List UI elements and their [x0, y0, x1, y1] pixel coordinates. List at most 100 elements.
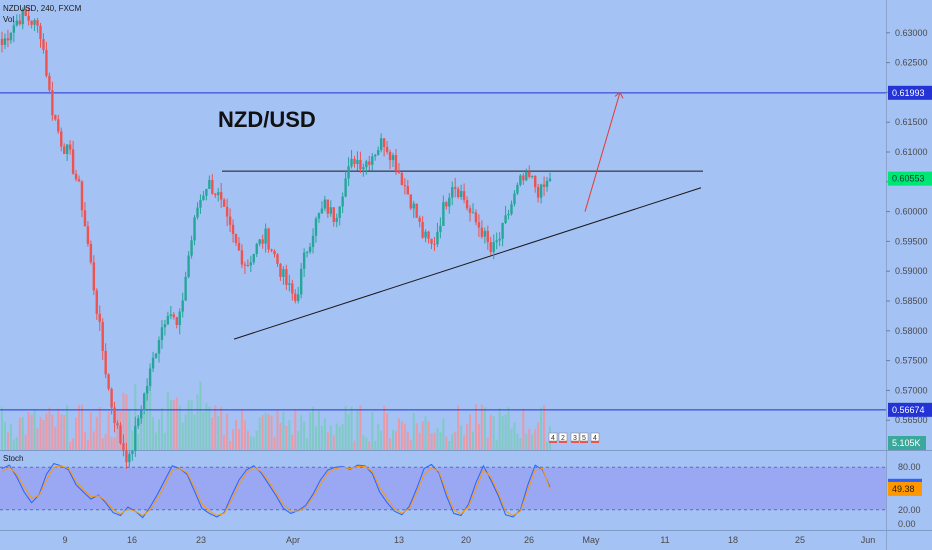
- volume-bar: [297, 430, 300, 450]
- volume-bar: [9, 423, 12, 450]
- candle-body: [522, 175, 525, 181]
- price-axis[interactable]: 0.630000.625000.620000.615000.610000.605…: [886, 28, 932, 529]
- volume-bar: [483, 407, 486, 450]
- candle: [498, 232, 501, 247]
- candle: [137, 415, 140, 430]
- candle-body: [531, 176, 534, 178]
- candle: [273, 249, 276, 258]
- candle: [21, 7, 24, 30]
- candle-body: [92, 262, 96, 291]
- projection-arrow-head: [614, 91, 624, 99]
- candle: [36, 17, 39, 33]
- candle: [196, 202, 199, 220]
- candle: [376, 146, 380, 156]
- candle-body: [477, 222, 481, 228]
- candle-body: [0, 38, 4, 45]
- candle: [362, 163, 365, 177]
- volume-bar: [486, 437, 489, 450]
- candle: [276, 253, 279, 267]
- candle-body: [48, 75, 51, 91]
- candle-body: [359, 159, 362, 170]
- volume-bar: [157, 419, 160, 450]
- candle-body: [350, 158, 353, 167]
- candle: [110, 387, 113, 415]
- candle: [187, 251, 190, 279]
- candle: [222, 198, 226, 207]
- level-price-tag-1: 0.56674: [888, 402, 932, 417]
- candle-body: [172, 314, 176, 318]
- volume-bar: [463, 435, 466, 450]
- candle-body: [270, 249, 273, 251]
- candle: [516, 182, 519, 196]
- volume-bar: [394, 430, 397, 450]
- candle: [415, 203, 418, 218]
- candle: [291, 279, 294, 301]
- candle-body: [116, 423, 119, 426]
- candle: [513, 190, 516, 207]
- candle-body: [122, 443, 125, 451]
- level-price-tag-1-box: [888, 402, 932, 417]
- price-tick-label: 0.63000: [895, 28, 928, 38]
- candle: [246, 259, 250, 267]
- candle-body: [285, 269, 288, 285]
- candle-body: [160, 327, 164, 341]
- volume-bar: [175, 397, 178, 450]
- volume-bar: [193, 414, 196, 450]
- candle: [270, 248, 273, 253]
- price-tick-label: 0.57500: [895, 356, 928, 366]
- candle-body: [54, 115, 57, 120]
- volume-bar: [72, 438, 75, 450]
- volume-bar: [89, 412, 92, 450]
- volume-bar: [80, 404, 83, 450]
- candle-body: [142, 393, 146, 411]
- candle-body: [163, 324, 167, 328]
- candle-body: [498, 238, 501, 241]
- candle: [74, 169, 78, 182]
- event-badge-marker: [591, 441, 599, 443]
- stoch-d-tag-box: [888, 481, 922, 496]
- volume-bar: [181, 422, 184, 450]
- time-axis[interactable]: 9 16 23 Apr 13 20 26 May 11 18 25 Jun: [62, 535, 875, 545]
- volume-bar: [83, 431, 86, 450]
- volume-bar: [291, 435, 294, 450]
- candle: [536, 183, 540, 203]
- candle-body: [74, 173, 78, 180]
- volume-bar: [314, 426, 317, 450]
- candle: [308, 242, 312, 255]
- candle-body: [492, 242, 495, 253]
- last-price-tag: 0.60553: [888, 171, 932, 186]
- candle-body: [169, 314, 173, 316]
- candle-body: [451, 187, 454, 198]
- volume-bar: [495, 439, 498, 450]
- candle-body: [282, 269, 285, 277]
- candle-body: [385, 147, 389, 152]
- volume-bar: [240, 409, 243, 450]
- volume-bar: [98, 407, 101, 450]
- candle-body: [403, 185, 407, 187]
- volume-bar: [45, 413, 48, 450]
- volume-bar: [457, 405, 460, 450]
- candle-body: [190, 240, 193, 256]
- candle-body: [125, 450, 128, 463]
- volume-bar: [285, 426, 288, 450]
- candle-body: [528, 171, 531, 177]
- candle-body: [276, 254, 279, 264]
- volume-bar: [69, 441, 72, 450]
- candle: [456, 186, 460, 199]
- candle: [353, 156, 356, 168]
- candle: [344, 171, 347, 198]
- stoch-series-1: [1, 465, 551, 517]
- candle: [391, 152, 395, 167]
- candle-body: [436, 231, 439, 245]
- candle: [394, 149, 398, 175]
- candle-body: [21, 9, 24, 25]
- volume-bar: [326, 432, 329, 450]
- volume-bar: [368, 441, 371, 450]
- volume-bar: [246, 430, 249, 450]
- candle-body: [193, 217, 196, 241]
- candle-body: [288, 283, 291, 285]
- level-price-tag-0-text: 0.61993: [892, 88, 925, 98]
- volume-bar: [312, 406, 315, 450]
